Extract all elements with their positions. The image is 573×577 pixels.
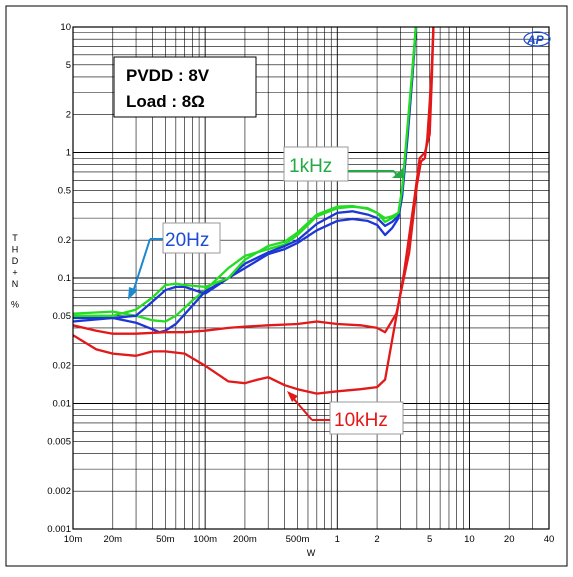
series-line-0 [73,27,418,323]
x-axis-label: W [307,548,316,558]
annotation-20hz: 20Hz [128,222,221,300]
tick-labels: 10m 20m 50m 100m 200m 500m 1 2 5 10 20 40 0.001 0.002… [47,22,554,545]
annotation-20hz-label: 20Hz [165,230,209,251]
x-tick-label: 1 [335,534,340,545]
annotation-1khz-label: 1kHz [289,156,332,177]
y-tick-label: 0.02 [53,361,72,372]
y-tick-label: 0.001 [47,524,71,535]
annotation-10khz: 10kHz [287,391,404,435]
y-tick-label: 0.5 [58,185,71,196]
y-axis-label-char: T [12,233,18,243]
y-tick-label: 0.05 [53,311,72,322]
annotation-10khz-arrow-icon [287,391,298,402]
x-tick-label: 200m [233,534,257,545]
series-group [73,27,435,395]
condition-pvdd: PVDD : 8V [126,66,210,85]
svg-text:AP: AP [526,33,545,47]
y-axis-label-char: + [12,268,17,278]
x-tick-label: 20m [104,534,123,545]
y-axis-label-char: N [12,279,19,289]
y-tick-label: 5 [66,60,71,71]
series-line-3 [73,27,418,317]
y-tick-label: 0.005 [47,436,71,447]
x-tick-label: 100m [193,534,217,545]
ap-logo-icon: AP [523,31,551,47]
x-tick-label: 10m [64,534,83,545]
y-axis-label-char: H [12,245,19,255]
y-axis-label: THD +N% [11,233,19,310]
x-tick-label: 2 [374,534,379,545]
x-tick-label: 20 [504,534,515,545]
y-tick-label: 1 [66,148,71,159]
y-tick-label: 0.002 [47,486,71,497]
series-line-4 [73,27,435,335]
y-tick-label: 0.01 [53,399,72,410]
condition-load: Load : 8Ω [126,92,205,111]
annotation-1khz: 1kHz [283,146,404,182]
plot-border [72,26,550,530]
x-tick-label: 5 [427,534,432,545]
x-tick-label: 10 [464,534,475,545]
y-tick-label: 0.1 [58,273,71,284]
conditions-box: PVDD : 8V Load : 8Ω [113,56,257,118]
y-axis-label-char: D [12,256,19,266]
annotation-20hz-arrow-icon [128,287,138,300]
y-tick-label: 0.2 [58,235,71,246]
annotation-10khz-label: 10kHz [334,410,388,431]
x-tick-label: 50m [156,534,175,545]
series-line-5 [73,27,435,395]
y-axis-label-char: % [11,300,19,310]
y-tick-label: 10 [60,22,71,33]
y-tick-label: 2 [66,110,71,121]
x-tick-label: 40 [544,534,555,545]
x-tick-label: 500m [286,534,310,545]
annotation-1khz-arrow-icon [392,168,404,178]
